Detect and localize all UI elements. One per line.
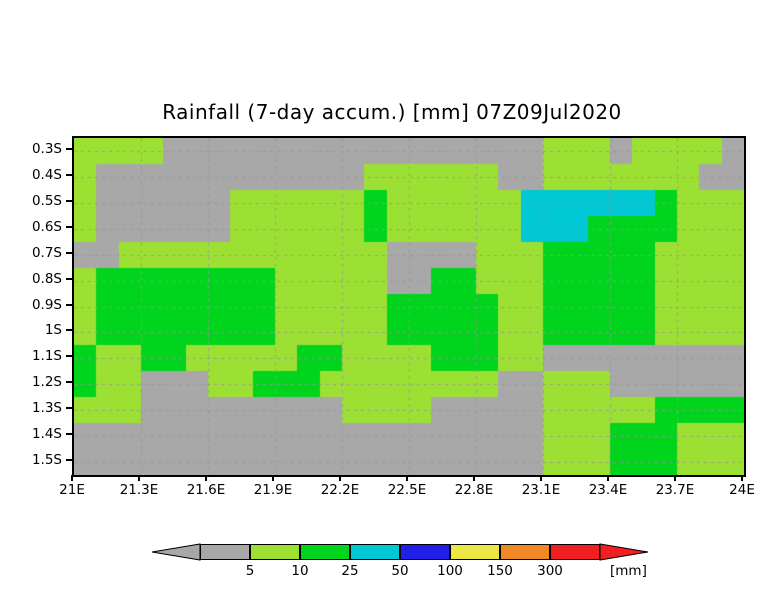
heatmap-plot-area[interactable] xyxy=(72,136,746,477)
y-tick-label: 0.5S xyxy=(31,192,62,209)
colorbar-segment[interactable] xyxy=(250,544,300,560)
y-tick-mark xyxy=(66,277,72,280)
heatmap-cells xyxy=(74,138,744,475)
y-tick-label: 0.3S xyxy=(31,140,62,157)
x-tick-mark xyxy=(674,475,676,481)
colorbar-high-arrow xyxy=(599,543,649,561)
y-tick-mark xyxy=(66,381,72,384)
colorbar-tick-label: 300 xyxy=(537,563,563,579)
y-tick-label: 1.1S xyxy=(31,348,62,365)
x-tick-label: 23.4E xyxy=(588,482,628,498)
x-tick-label: 23.7E xyxy=(655,482,695,498)
x-tick-mark xyxy=(473,475,475,481)
x-tick-label: 22.5E xyxy=(387,482,427,498)
x-tick-mark xyxy=(205,475,207,481)
colorbar-tick-label: 50 xyxy=(391,563,409,579)
y-tick-mark xyxy=(66,251,72,254)
y-tick-mark xyxy=(66,459,72,462)
colorbar-tick-label: 150 xyxy=(487,563,513,579)
y-tick-label: 1.4S xyxy=(31,426,62,443)
colorbar-segment[interactable] xyxy=(200,544,250,560)
colorbar-segment[interactable] xyxy=(350,544,400,560)
x-tick-label: 22.8E xyxy=(454,482,494,498)
y-tick-label: 0.4S xyxy=(31,166,62,183)
y-tick-mark xyxy=(66,407,72,410)
x-tick-mark xyxy=(607,475,609,481)
y-tick-mark xyxy=(66,433,72,436)
x-tick-mark xyxy=(272,475,274,481)
colorbar-segment[interactable] xyxy=(400,544,450,560)
x-tick-label: 24E xyxy=(729,482,755,498)
x-tick-mark xyxy=(339,475,341,481)
y-tick-label: 0.7S xyxy=(31,244,62,261)
colorbar-tick-label: 5 xyxy=(245,563,255,579)
y-tick-label: 0.9S xyxy=(31,296,62,313)
y-tick-mark xyxy=(66,225,72,228)
colorbar-segment[interactable] xyxy=(550,544,600,560)
y-tick-label: 0.8S xyxy=(31,270,62,287)
x-tick-label: 22.2E xyxy=(320,482,360,498)
x-tick-label: 21.3E xyxy=(119,482,159,498)
y-tick-mark xyxy=(66,329,72,332)
colorbar-segment[interactable] xyxy=(500,544,550,560)
colorbar-segment[interactable] xyxy=(300,544,350,560)
x-tick-mark xyxy=(540,475,542,481)
x-tick-label: 21.9E xyxy=(253,482,293,498)
y-tick-label: 1.2S xyxy=(31,374,62,391)
y-tick-label: 0.6S xyxy=(31,218,62,235)
x-tick-label: 23.1E xyxy=(521,482,561,498)
colorbar-low-arrow xyxy=(151,543,201,561)
y-tick-mark xyxy=(66,173,72,176)
colorbar-tick-label: 25 xyxy=(341,563,359,579)
y-tick-label: 1.5S xyxy=(31,452,62,469)
colorbar-segment[interactable] xyxy=(450,544,500,560)
x-tick-label: 21E xyxy=(59,482,85,498)
x-tick-mark xyxy=(741,475,743,481)
y-tick-mark xyxy=(66,147,72,150)
y-tick-mark xyxy=(66,199,72,202)
colorbar-tick-label: 10 xyxy=(291,563,309,579)
colorbar-tick-label: 100 xyxy=(437,563,463,579)
colorbar-legend[interactable]: [mm] 5 10 25 50 100 150 300 xyxy=(151,541,649,579)
colorbar-unit-label: [mm] xyxy=(610,563,647,579)
page-title: Rainfall (7-day accum.) [mm] 07Z09Jul202… xyxy=(162,100,622,124)
y-tick-mark xyxy=(66,303,72,306)
x-tick-label: 21.6E xyxy=(186,482,226,498)
y-tick-label: 1S xyxy=(44,322,62,339)
y-tick-label: 1.3S xyxy=(31,400,62,417)
y-tick-mark xyxy=(66,355,72,358)
x-tick-mark xyxy=(138,475,140,481)
x-tick-mark xyxy=(71,475,73,481)
x-tick-mark xyxy=(406,475,408,481)
